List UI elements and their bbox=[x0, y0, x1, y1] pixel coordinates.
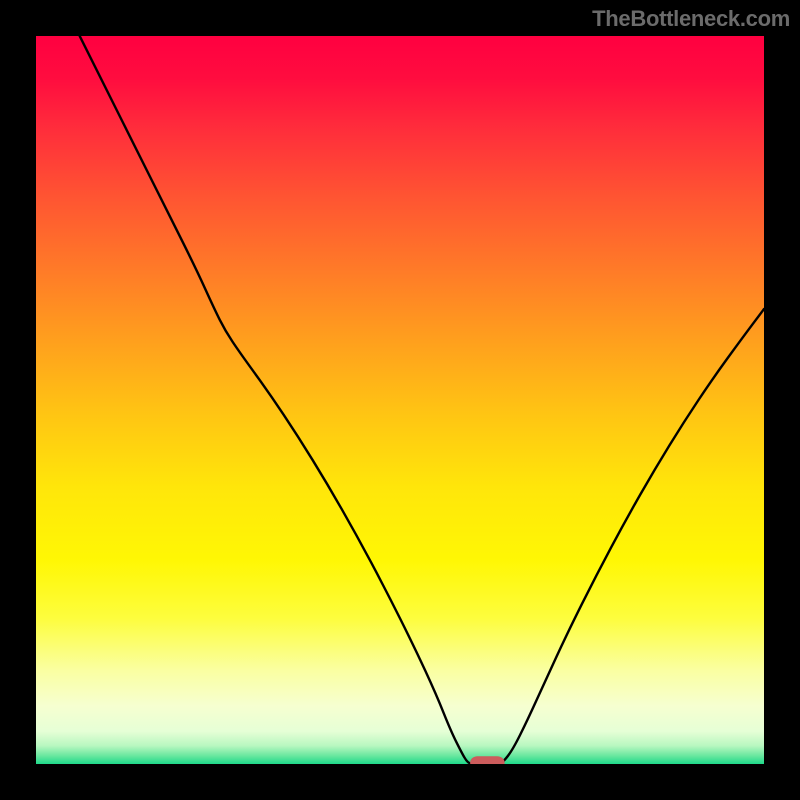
plot-area bbox=[36, 36, 764, 768]
watermark-text: TheBottleneck.com bbox=[592, 6, 790, 32]
chart-container: TheBottleneck.com bbox=[0, 0, 800, 800]
gradient-background bbox=[36, 36, 764, 764]
bottleneck-chart bbox=[0, 0, 800, 800]
